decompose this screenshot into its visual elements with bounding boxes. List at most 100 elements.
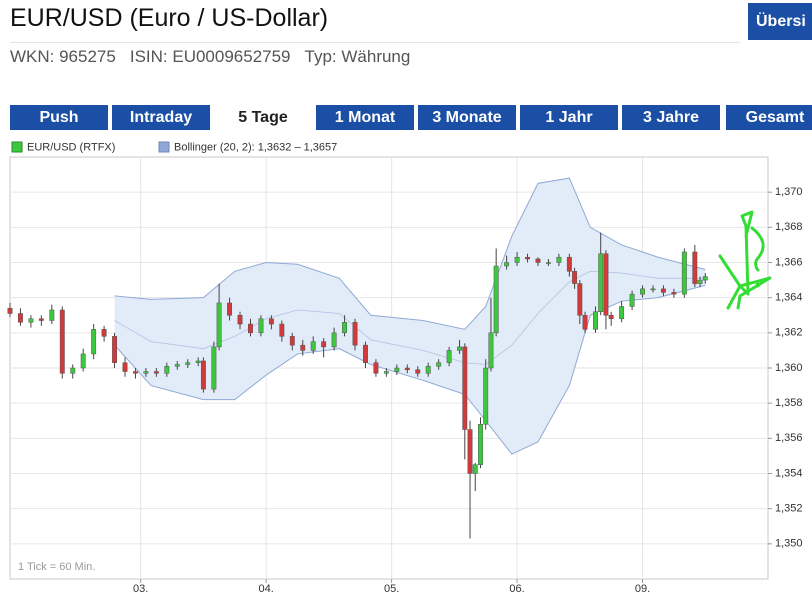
candle-body (692, 251, 698, 284)
tab[interactable]: 1 Jahr (520, 105, 618, 130)
y-tick-label: 1,362 (775, 327, 803, 339)
candle-body (143, 371, 149, 374)
candle-body (671, 292, 677, 295)
candle-body (545, 262, 551, 264)
candle-body (483, 367, 489, 425)
candle-body (112, 336, 118, 363)
y-tick-label: 1,356 (775, 432, 803, 444)
y-tick-label: 1,368 (775, 221, 803, 233)
candle-body (289, 336, 295, 346)
legend-swatch (11, 141, 23, 153)
x-tick-label: 03. (133, 583, 148, 595)
candle-body (702, 276, 708, 281)
candle-body (185, 362, 191, 365)
candle-body (164, 365, 170, 374)
y-tick-label: 1,370 (775, 186, 803, 198)
candle-body (300, 344, 306, 351)
candle-body (640, 288, 645, 295)
candle-body (279, 323, 285, 337)
candle-body (133, 371, 138, 374)
candle-body (566, 256, 572, 272)
candle-body (514, 256, 520, 263)
y-tick-label: 1,364 (775, 292, 803, 304)
candle-body (572, 271, 578, 284)
y-tick-label: 1,350 (775, 538, 803, 550)
wkn: WKN: 965275 (10, 47, 116, 66)
candle-body (373, 362, 379, 374)
divider (10, 42, 740, 43)
candle-body (153, 371, 159, 374)
candle-body (59, 309, 65, 374)
candle-body (383, 371, 389, 374)
x-tick-label: 05. (384, 583, 399, 595)
candle-body (467, 429, 473, 474)
candle-body (342, 322, 348, 334)
candle-body (80, 353, 86, 369)
candle-body (49, 309, 55, 321)
candle-body (248, 323, 253, 334)
candle-body (577, 283, 583, 316)
candle-body (7, 307, 13, 314)
y-tick-label: 1,354 (775, 467, 803, 479)
page-title: EUR/USD (Euro / US-Dollar) (10, 4, 329, 32)
candle-body (122, 362, 128, 372)
candle-body (321, 341, 327, 348)
legend-label: EUR/USD (RTFX) (27, 141, 115, 153)
tab[interactable]: 5 Tage (214, 105, 312, 130)
x-tick-label: 04. (259, 583, 274, 595)
x-tick-label: 06. (509, 583, 524, 595)
legend-swatch (158, 141, 170, 153)
candle-body (331, 332, 337, 348)
candle-body (619, 306, 625, 320)
chart-annotation: 1 Tick = 60 Min. (18, 561, 95, 573)
tab[interactable]: Gesamt (726, 105, 812, 130)
candle-body (258, 318, 264, 334)
tab[interactable]: 3 Monate (418, 105, 516, 130)
candle-body (200, 360, 206, 390)
candle-body (436, 362, 442, 367)
candle-body (598, 253, 604, 312)
candle-body (660, 288, 666, 293)
type: Typ: Währung (304, 47, 411, 66)
candle-body (70, 367, 76, 374)
candle-body (237, 315, 243, 325)
instrument-info: WKN: 965275 ISIN: EU0009652759 Typ: Währun… (10, 47, 424, 67)
overview-button[interactable]: Übersi (748, 3, 812, 40)
chart: 1,350 1,352 1,354 1,356 1,358 1,360 1,362 1,364… (7, 141, 803, 595)
candle-body (446, 350, 452, 363)
tab[interactable]: 1 Monat (316, 105, 414, 130)
candle-body (404, 367, 410, 371)
candle-body (363, 344, 368, 363)
tab[interactable]: Intraday (112, 105, 210, 130)
candle-body (425, 365, 431, 374)
y-tick-label: 1,352 (775, 503, 803, 515)
candle-body (174, 364, 180, 367)
candle-body (525, 256, 530, 260)
candle-body (462, 346, 468, 430)
y-tick-label: 1,366 (775, 256, 803, 268)
candle-body (556, 256, 562, 263)
candle-body (38, 318, 44, 321)
candle-body (310, 341, 316, 351)
candle-body (457, 346, 463, 351)
candle-body (535, 258, 541, 263)
candle-body (28, 318, 34, 323)
candle-body (593, 311, 598, 330)
candle-body (603, 253, 609, 316)
tab[interactable]: 3 Jahre (622, 105, 720, 130)
candle-body (629, 293, 635, 307)
candle-body (681, 251, 687, 295)
candle-body (352, 322, 358, 346)
bollinger-line (114, 270, 706, 365)
candle-body (608, 315, 614, 320)
candle-body (91, 329, 97, 355)
tab[interactable]: Push (10, 105, 108, 130)
y-tick-label: 1,358 (775, 397, 803, 409)
candle-body (650, 288, 656, 291)
legend-label: Bollinger (20, 2): 1,3632 – 1,3657 (174, 141, 337, 153)
candle-body (582, 315, 588, 330)
candle-body (493, 265, 499, 334)
candle-body (394, 367, 400, 372)
candle-body (415, 369, 421, 374)
